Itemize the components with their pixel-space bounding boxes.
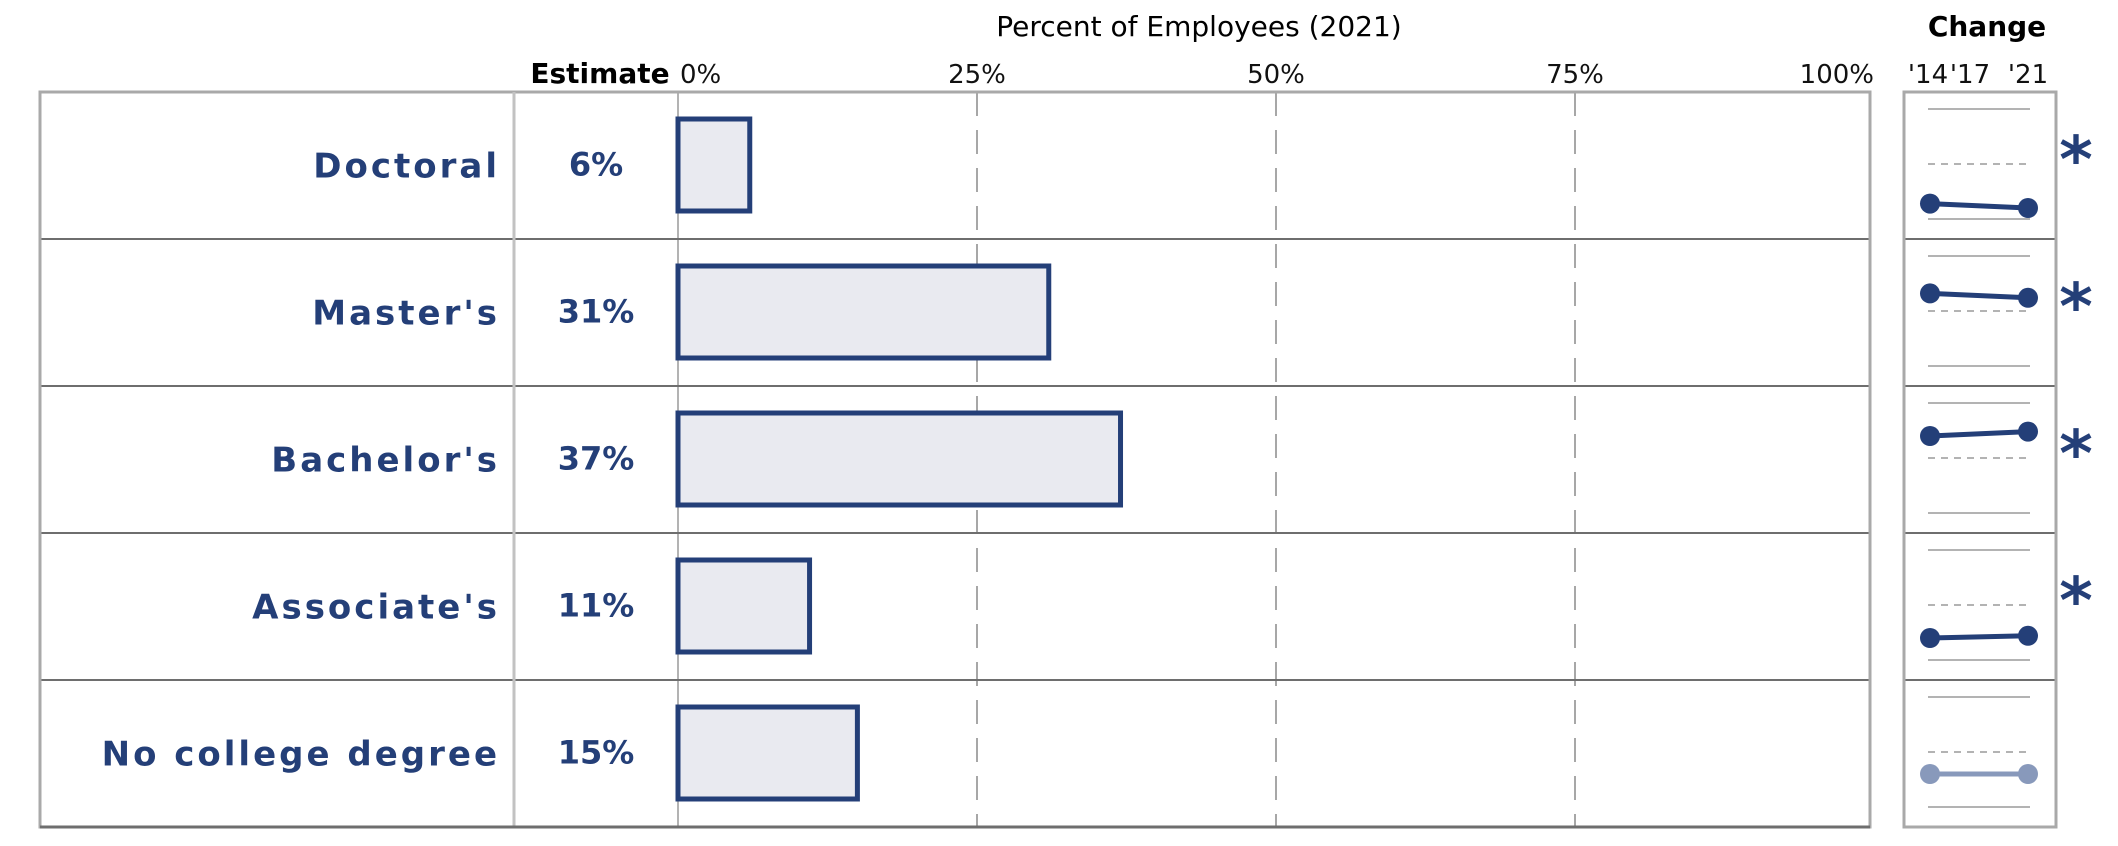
bar [675,410,1124,508]
significance-marker: * [2059,271,2092,345]
chart-frames [38,90,2058,829]
row-estimate: 31% [558,293,635,331]
change-point [1920,193,1940,214]
bar [675,704,860,802]
x-tick-label: 0% [680,60,721,90]
significance-marker: * [2059,124,2092,198]
significance-marker: * [2059,565,2092,639]
bar [675,263,1052,361]
change-point [2018,198,2038,218]
change-line [1929,633,2029,641]
row-category-label: No college degree [102,735,500,775]
chart-title: Percent of Employees (2021) [996,10,1401,43]
significance-marker: * [2059,418,2092,492]
change-line [1929,201,2029,211]
row-category-label: Doctoral [313,147,500,187]
change-year-label: '17 [1950,60,1990,90]
change-line [1929,429,2029,439]
change-year-label: '14 [1908,60,1948,90]
row-category-label: Bachelor's [271,441,500,481]
change-point [2018,421,2038,442]
change-header: Change [1928,10,2046,43]
estimate-header: Estimate [530,57,669,90]
x-axis-ticks: 0% 25% 50% 75% 100% [680,60,1874,90]
x-tick-label: 50% [1247,60,1305,90]
change-point [2018,764,2038,784]
change-line [1929,290,2029,301]
change-frame [1902,90,2058,829]
change-point [1920,283,1940,304]
change-panel: '14'17 '21 * * * * [1904,60,2093,808]
x-tick-label: 25% [948,60,1006,90]
change-point [2018,625,2038,646]
row-category-label: Master's [312,294,500,334]
bar [675,116,753,214]
row-estimate: 15% [558,734,635,772]
row-category-label: Associate's [252,588,500,628]
chart-rows: Doctoral 6% Master's 31% Bachelor's 37% Associ… [40,116,1870,802]
row-estimate: 37% [558,440,635,478]
change-point [1920,764,1940,784]
change-point [1920,426,1940,446]
bar [675,557,813,655]
change-point [2018,287,2038,308]
x-tick-label: 100% [1800,60,1874,90]
x-tick-label: 75% [1546,60,1604,90]
change-point [1920,628,1940,648]
change-year-label: '21 [2008,60,2048,90]
row-estimate: 6% [569,146,623,184]
row-estimate: 11% [558,587,635,625]
